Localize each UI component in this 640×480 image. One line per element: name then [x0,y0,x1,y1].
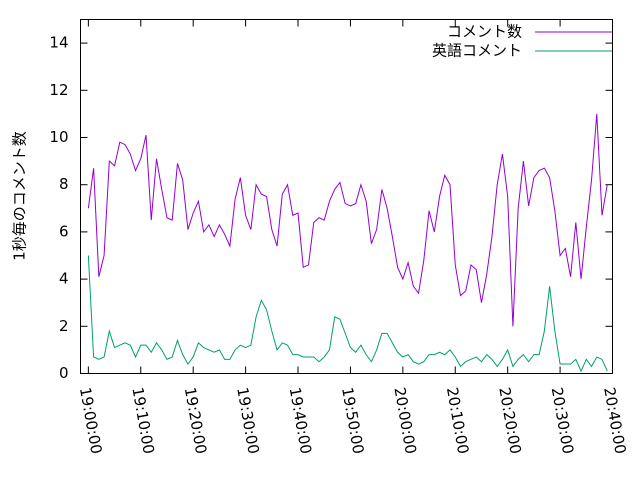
legend-label: コメント数 [447,23,522,41]
series-line [87,255,608,373]
y-tick-label: 6 [59,222,69,240]
y-tick-label: 4 [59,270,69,288]
y-tick-label: 10 [49,128,68,146]
y-axis-label: 1秒毎のコメント数 [11,131,29,261]
y-tick-label: 8 [59,175,69,193]
plot-frame [80,19,613,374]
y-tick-label: 0 [59,364,69,382]
series-line [87,113,608,327]
y-tick-label: 12 [49,81,68,99]
legend-label: 英語コメント [432,42,522,60]
y-tick-label: 2 [59,317,69,335]
y-tick-label: 14 [49,34,68,52]
